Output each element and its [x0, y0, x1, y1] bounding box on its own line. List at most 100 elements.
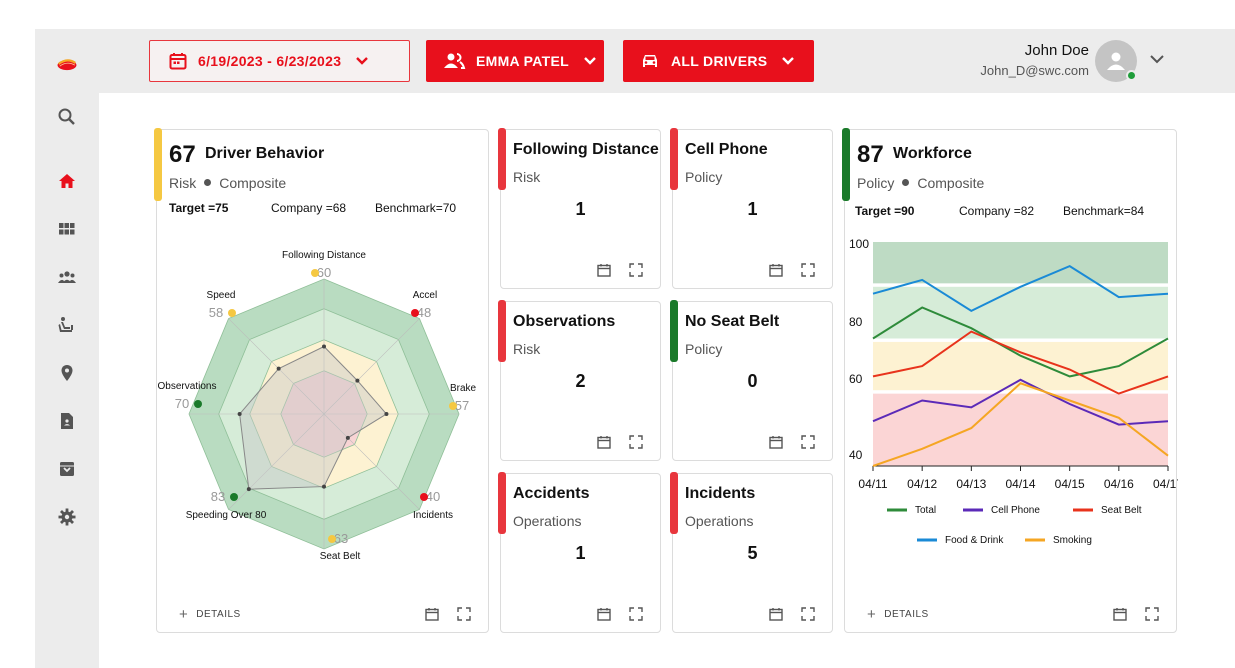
radar-status-dot — [230, 493, 238, 501]
calendar-icon — [169, 53, 187, 70]
x-tick-label: 04/17 — [1153, 477, 1178, 491]
fullscreen-icon[interactable] — [629, 263, 643, 277]
radar-axis-value: 58 — [209, 305, 223, 320]
details-label: DETAILS — [884, 609, 929, 620]
radar-data-point — [322, 484, 326, 489]
metric-card-title: Incidents — [685, 485, 756, 502]
metric-card[interactable]: Cell Phone Policy 1 — [670, 128, 833, 289]
fullscreen-icon[interactable] — [629, 607, 643, 621]
fullscreen-icon[interactable] — [629, 435, 643, 449]
series-line — [872, 382, 1169, 467]
radar-spoke — [323, 318, 420, 415]
radar-spoke — [228, 318, 325, 415]
sidebar — [35, 29, 99, 668]
metric-accent-bar — [670, 300, 678, 362]
radar-status-dot — [328, 535, 336, 543]
driver-select[interactable]: EMMA PATEL — [426, 40, 604, 82]
calendar-icon[interactable] — [769, 435, 783, 449]
chevron-down-icon — [782, 57, 795, 65]
calendar-icon[interactable] — [597, 607, 611, 621]
radar-axis-value: 40 — [426, 489, 440, 504]
radar-status-dot — [449, 402, 457, 410]
metric-card[interactable]: Accidents Operations 1 — [498, 472, 661, 633]
metric-card-value: 2 — [575, 371, 586, 391]
grid-icon[interactable] — [55, 217, 79, 241]
type-label: Composite — [917, 175, 985, 191]
x-tick-label: 04/11 — [858, 477, 887, 491]
radar-status-dot — [420, 493, 428, 501]
radar-axis-value: 83 — [211, 489, 225, 504]
metric-card[interactable]: Following Distance Risk 1 — [498, 128, 661, 289]
fullscreen-icon[interactable] — [801, 263, 815, 277]
performance-zone — [873, 242, 1168, 284]
type-label: Composite — [219, 175, 287, 191]
y-tick-label: 40 — [849, 448, 863, 462]
search-icon[interactable] — [55, 105, 79, 129]
radar-chart: Following Distance 60 Accel 48 Brake 57 Incide… — [158, 250, 477, 562]
details-button[interactable]: + DETAILS — [179, 606, 241, 623]
x-tick-label: 04/16 — [1104, 477, 1134, 491]
home-icon[interactable] — [55, 169, 79, 193]
brand-logo[interactable] — [49, 52, 85, 76]
metric-card[interactable]: Observations Risk 2 — [498, 300, 661, 461]
car-icon — [643, 55, 657, 67]
driver-behavior-card: 67 Driver Behavior Risk Composite Target … — [154, 128, 489, 633]
legend-label: Smoking — [1053, 535, 1092, 546]
date-range-picker[interactable]: 6/19/2023 - 6/23/2023 — [149, 40, 410, 82]
metric-card[interactable]: Incidents Operations 5 — [670, 472, 833, 633]
metric-card-title: No Seat Belt — [685, 313, 780, 330]
user-name: John Doe — [1024, 42, 1089, 59]
metric-accent-bar — [670, 128, 678, 190]
radar-status-dot — [194, 400, 202, 408]
series-line — [872, 378, 1169, 426]
people-icon — [444, 53, 466, 69]
calendar-icon[interactable] — [425, 607, 439, 621]
group-icon[interactable] — [55, 265, 79, 289]
radar-axis-label: Following Distance — [282, 250, 366, 261]
radar-axis-value: 57 — [455, 398, 469, 413]
radar-data-point — [355, 378, 360, 383]
calendar-icon[interactable] — [769, 607, 783, 621]
fullscreen-icon[interactable] — [801, 435, 815, 449]
calendar-icon[interactable] — [1113, 607, 1127, 621]
x-tick-label: 04/13 — [956, 477, 986, 491]
fullscreen-icon[interactable] — [1145, 607, 1159, 621]
legend-label: Cell Phone — [991, 505, 1040, 516]
driver-behavior-score: 67 — [169, 141, 196, 168]
metric-card[interactable]: No Seat Belt Policy 0 — [670, 300, 833, 461]
y-tick-label: 100 — [849, 237, 869, 251]
series-line — [872, 330, 1169, 395]
fullscreen-icon[interactable] — [457, 607, 471, 621]
calendar-icon[interactable] — [597, 435, 611, 449]
details-button[interactable]: + DETAILS — [867, 606, 929, 623]
location-icon[interactable] — [55, 361, 79, 385]
series-line — [872, 264, 1169, 313]
radar-axis-label: Speeding Over 80 — [186, 510, 267, 521]
series-line — [872, 306, 1169, 378]
archive-icon[interactable] — [55, 457, 79, 481]
metric-accent-bar — [498, 472, 506, 534]
metric-card-value: 1 — [575, 543, 586, 563]
user-menu-chevron-icon[interactable] — [1149, 53, 1165, 65]
metric-card-value: 1 — [747, 199, 758, 219]
calendar-icon[interactable] — [769, 263, 783, 277]
radar-spoke — [228, 413, 325, 510]
seat-icon[interactable] — [55, 313, 79, 337]
driver-behavior-title: Driver Behavior — [205, 145, 325, 162]
details-label: DETAILS — [196, 609, 241, 620]
report-icon[interactable] — [55, 409, 79, 433]
card-actions — [769, 435, 815, 449]
vehicle-select-label: ALL DRIVERS — [671, 53, 768, 69]
legend-label: Food & Drink — [945, 535, 1004, 546]
workforce-subtitle: Policy Composite — [857, 175, 984, 191]
benchmark-metric: Benchmark=84 — [1063, 204, 1145, 218]
target-metric: Target =75 — [169, 201, 229, 215]
online-status-dot — [1126, 70, 1137, 81]
metric-card-value: 1 — [575, 199, 586, 219]
fullscreen-icon[interactable] — [801, 607, 815, 621]
card-actions — [769, 263, 815, 277]
vehicle-select[interactable]: ALL DRIVERS — [623, 40, 814, 82]
settings-icon[interactable] — [55, 505, 79, 529]
benchmark-metric: Benchmark=70 — [375, 201, 457, 215]
calendar-icon[interactable] — [597, 263, 611, 277]
